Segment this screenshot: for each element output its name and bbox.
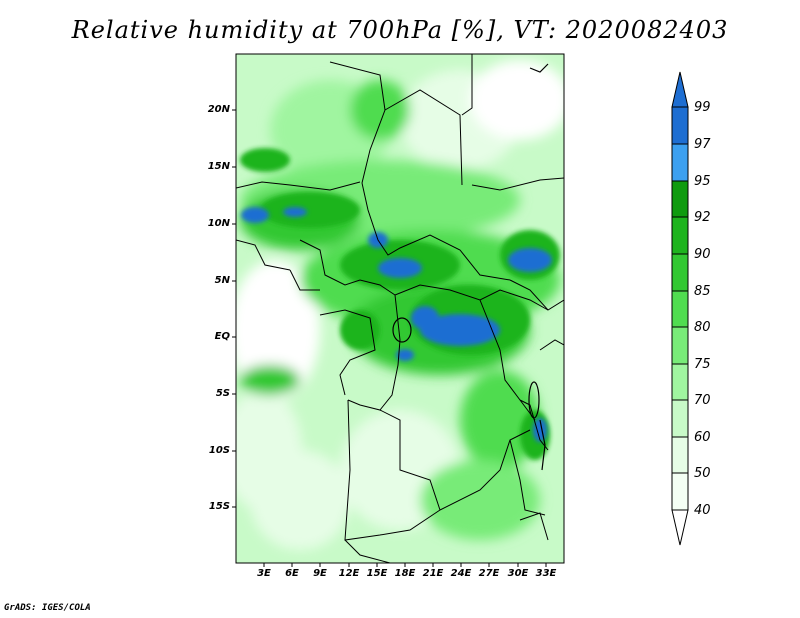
map-title: Relative humidity at 700hPa [%], VT: 202… [71,16,729,44]
colorbar-swatch [671,143,689,182]
lat-label: 15N [207,161,230,172]
lat-label: 10N [207,218,230,229]
lat-label: 5N [214,275,230,286]
colorbar-swatch [671,290,689,328]
colorbar-swatch [671,106,689,145]
lon-label: 27E [478,568,500,579]
lat-label: 10S [208,445,230,456]
lat-label: EQ [214,331,230,342]
lon-label: 6E [285,568,299,579]
colorbar-swatch [671,363,689,401]
colorbar-label: 90 [694,247,711,262]
lon-label: 24E [450,568,472,579]
colorbar-swatch [671,399,689,438]
colorbar-swatch [671,216,689,255]
lon-label: 30E [507,568,529,579]
colorbar-label: 99 [694,100,711,115]
colorbar-swatch [671,180,689,218]
colorbar-top-arrow [671,71,689,108]
lat-label: 15S [208,501,230,512]
colorbar-bottom-arrow [671,509,689,546]
lon-label: 21E [422,568,444,579]
colorbar-label: 97 [694,137,711,152]
colorbar-label: 60 [694,430,711,445]
lat-label: 20N [207,104,230,115]
lon-label: 12E [338,568,360,579]
colorbar-label: 70 [694,393,711,408]
lon-label: 3E [257,568,271,579]
colorbar-label: 92 [694,210,711,225]
colorbar-label: 85 [694,284,711,299]
humidity-field [236,54,564,563]
colorbar-swatch [671,436,689,474]
lon-label: 15E [366,568,388,579]
colorbar-swatch [671,472,689,511]
lon-label: 33E [535,568,557,579]
colorbar-label: 75 [694,357,711,372]
colorbar [671,71,689,546]
colorbar-label: 40 [694,503,711,518]
colorbar-label: 50 [694,466,711,481]
lon-label: 18E [394,568,416,579]
lat-label: 5S [215,388,230,399]
colorbar-swatch [671,253,689,292]
lon-label: 9E [313,568,327,579]
credit-text: GrADS: IGES/COLA [4,603,91,613]
colorbar-swatch [671,326,689,365]
map-frame [235,53,565,564]
colorbar-label: 95 [694,174,711,189]
colorbar-label: 80 [694,320,711,335]
